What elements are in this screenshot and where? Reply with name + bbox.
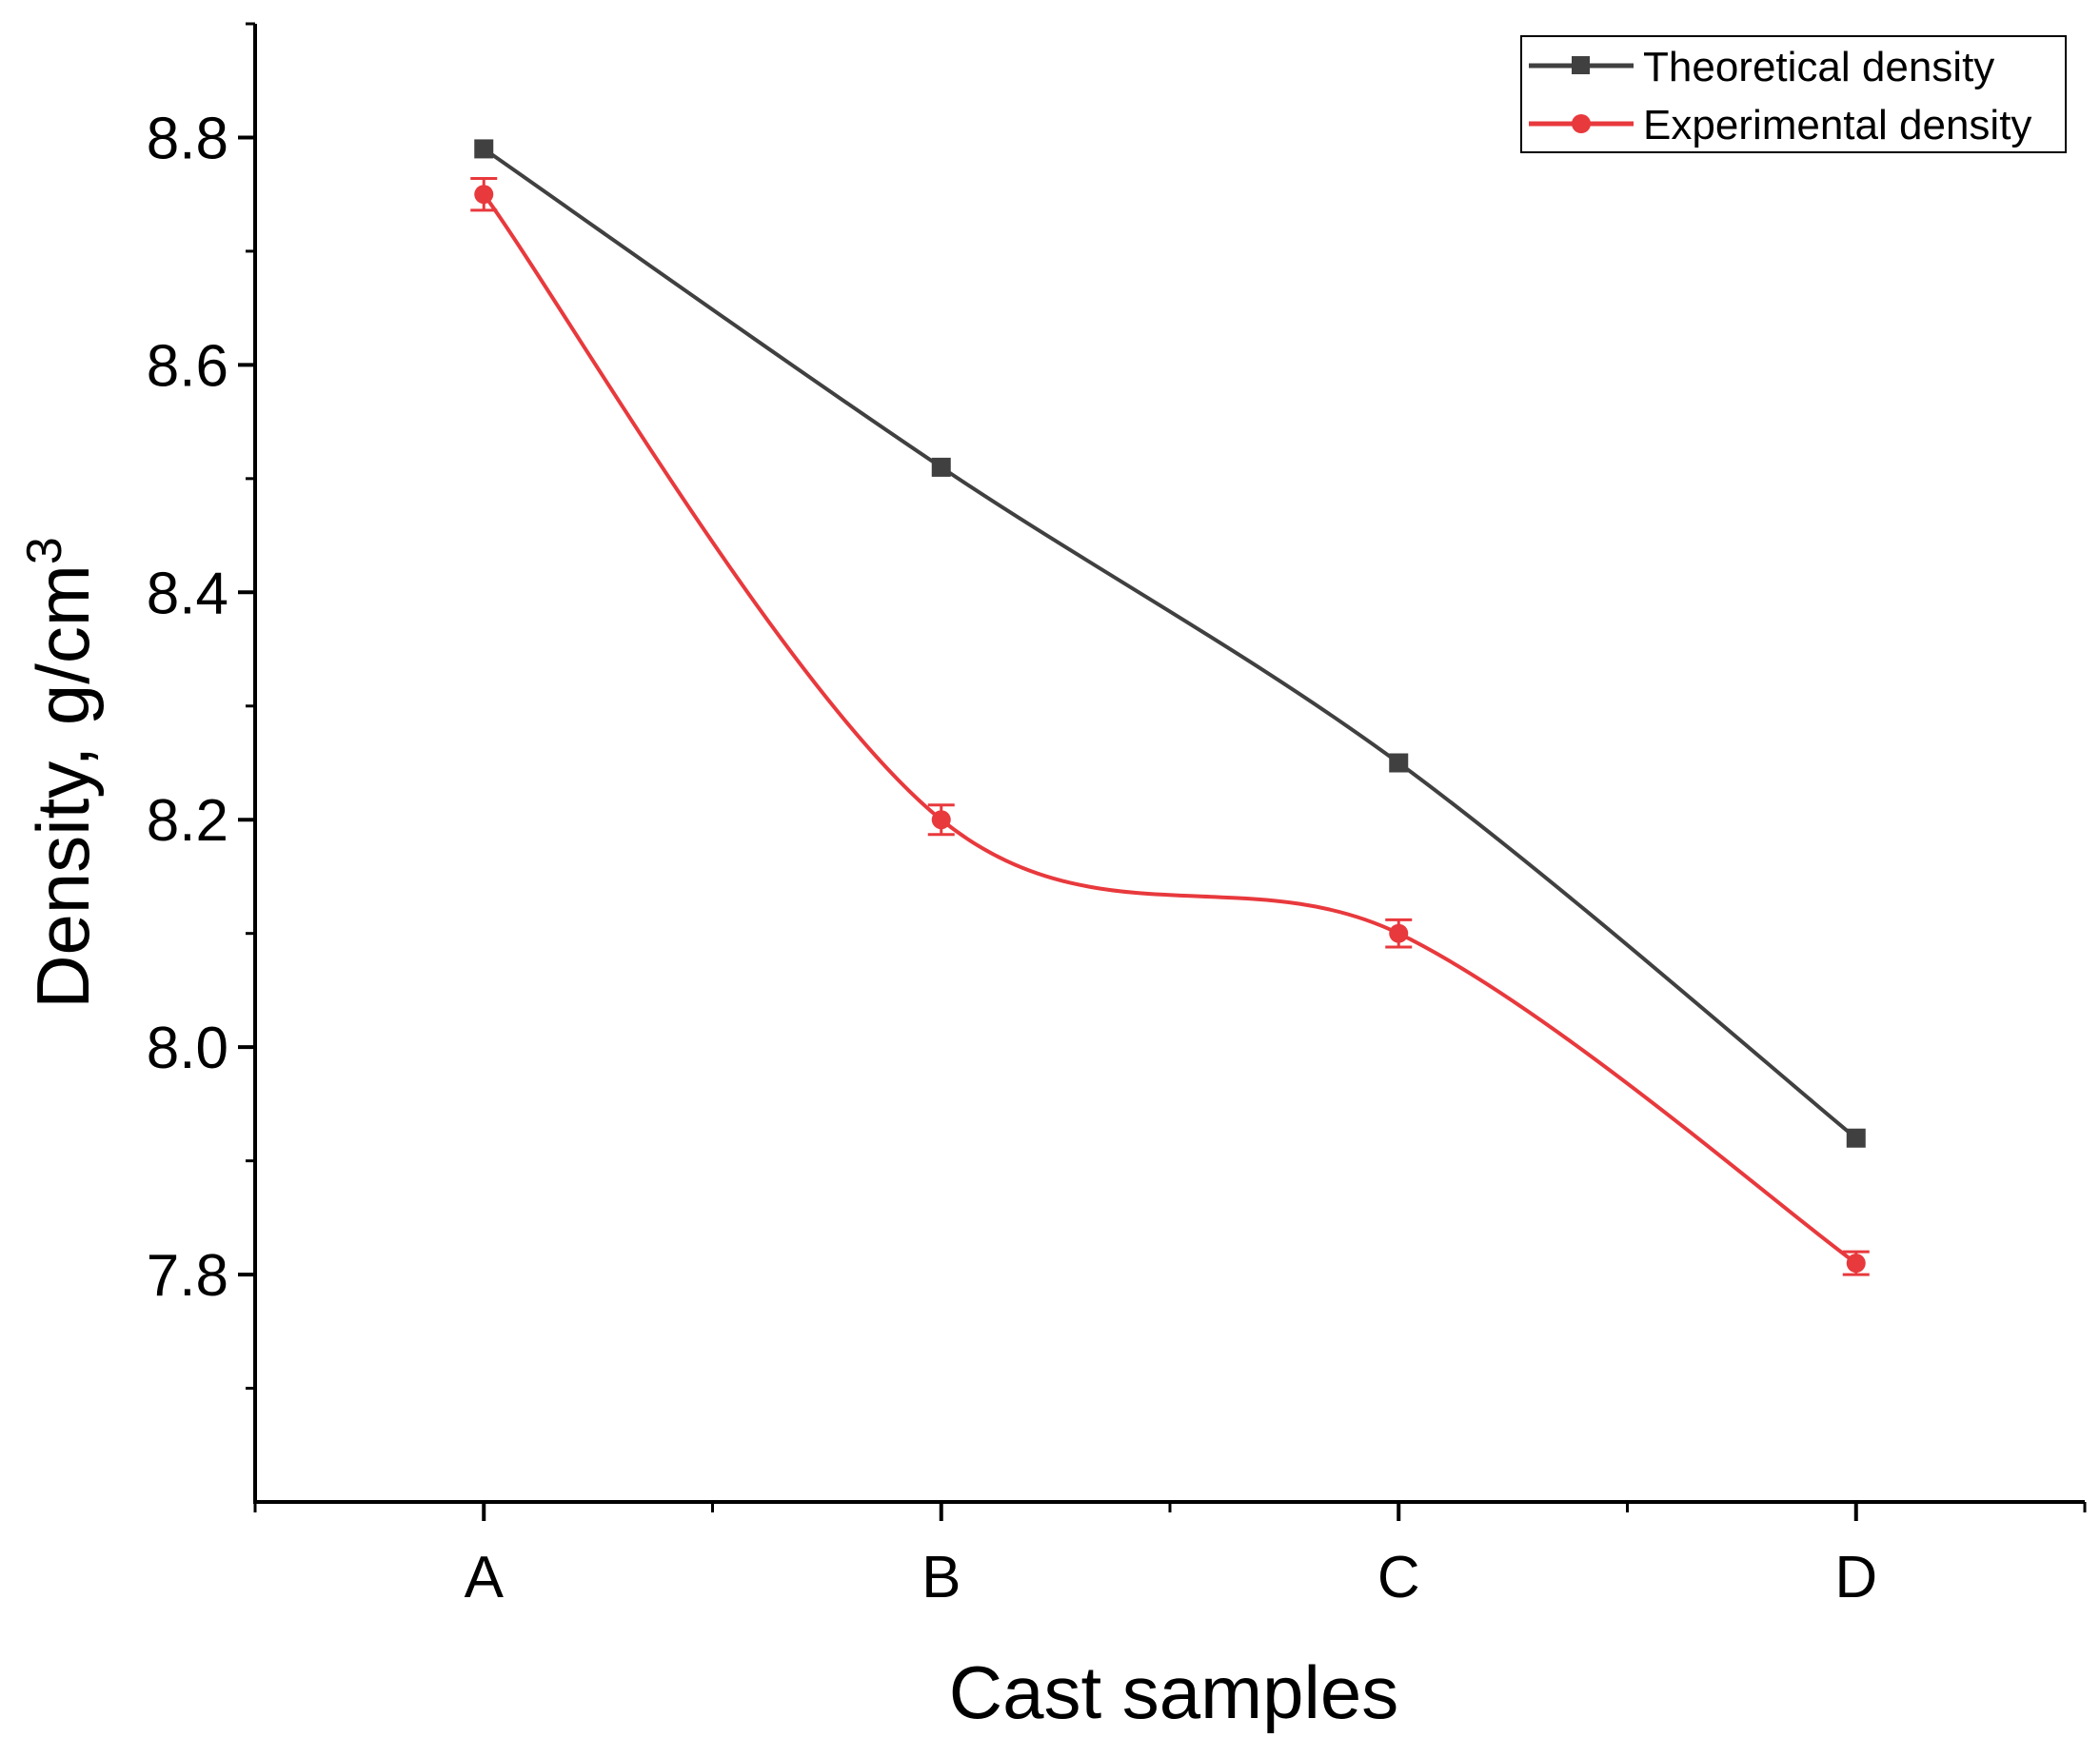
series-line-theoretical — [483, 147, 1858, 1140]
legend-box — [1520, 35, 2067, 153]
series-theoretical — [474, 139, 1866, 1148]
y-tick-label-1: 8.0 — [147, 1016, 228, 1081]
x-tick-label-C: C — [1377, 1545, 1420, 1610]
y-tick-label-4: 8.6 — [147, 333, 228, 399]
data-point-theoretical-C — [1389, 753, 1409, 773]
legend-label-theoretical: Theoretical density — [1643, 44, 1994, 90]
x-tick-label-A: A — [465, 1545, 505, 1610]
y-tick-label-3: 8.4 — [147, 561, 228, 626]
legend-marker-theoretical — [1572, 56, 1590, 74]
series-experimental — [470, 176, 1870, 1276]
legend-marker-experimental — [1572, 114, 1591, 133]
x-axis-title: Cast samples — [949, 1650, 1399, 1734]
x-tick-label-D: D — [1834, 1545, 1877, 1610]
data-point-theoretical-A — [474, 139, 494, 159]
data-point-theoretical-D — [1846, 1128, 1866, 1148]
series-layer — [470, 139, 1870, 1276]
y-axis-title-superscript: 3 — [17, 537, 72, 564]
data-point-experimental-A — [474, 185, 494, 205]
y-tick-label-0: 7.8 — [147, 1243, 228, 1309]
data-point-experimental-B — [931, 810, 951, 830]
data-point-theoretical-B — [931, 457, 951, 477]
data-point-experimental-D — [1846, 1254, 1866, 1274]
legend-label-experimental: Experimental density — [1643, 102, 2031, 148]
y-tick-label-5: 8.8 — [147, 106, 228, 171]
y-axis-title-main: Density, g/cm — [21, 564, 105, 1009]
axes-layer: 7.8 8.0 8.2 8.4 8.6 8.8 A B C D — [147, 22, 2087, 1610]
y-axis-title: Density, g/cm3 — [17, 537, 105, 1009]
series-line-experimental — [482, 193, 1857, 1265]
legend: Theoretical density Experimental density — [1520, 35, 2067, 153]
data-point-experimental-C — [1389, 923, 1409, 943]
x-tick-label-B: B — [921, 1545, 961, 1610]
y-tick-label-2: 8.2 — [147, 788, 228, 854]
